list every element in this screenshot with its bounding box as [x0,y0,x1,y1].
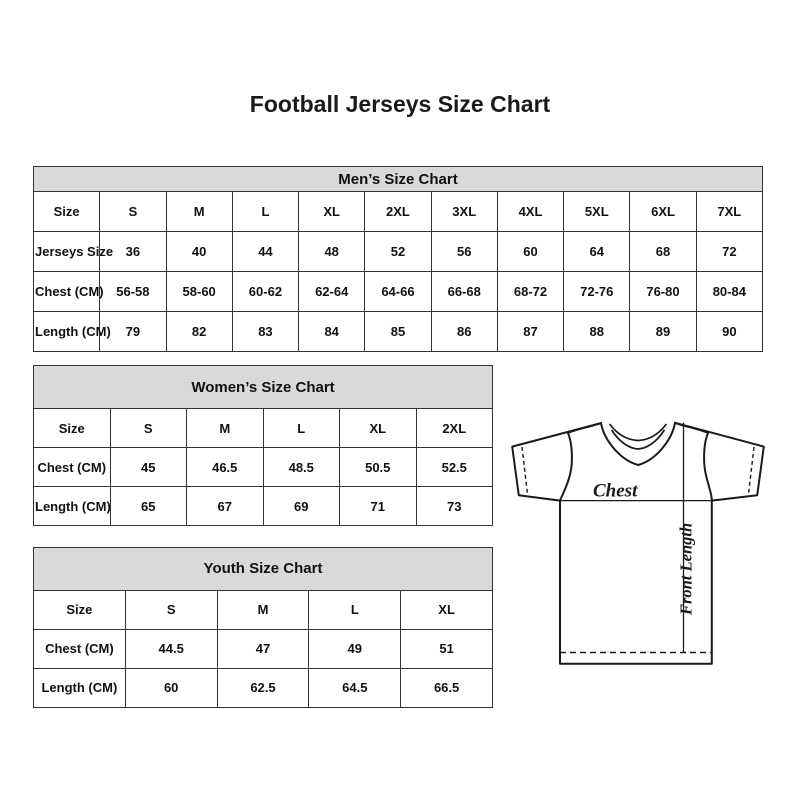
svg-text:Front Length: Front Length [677,523,696,616]
svg-text:Chest: Chest [593,481,638,502]
